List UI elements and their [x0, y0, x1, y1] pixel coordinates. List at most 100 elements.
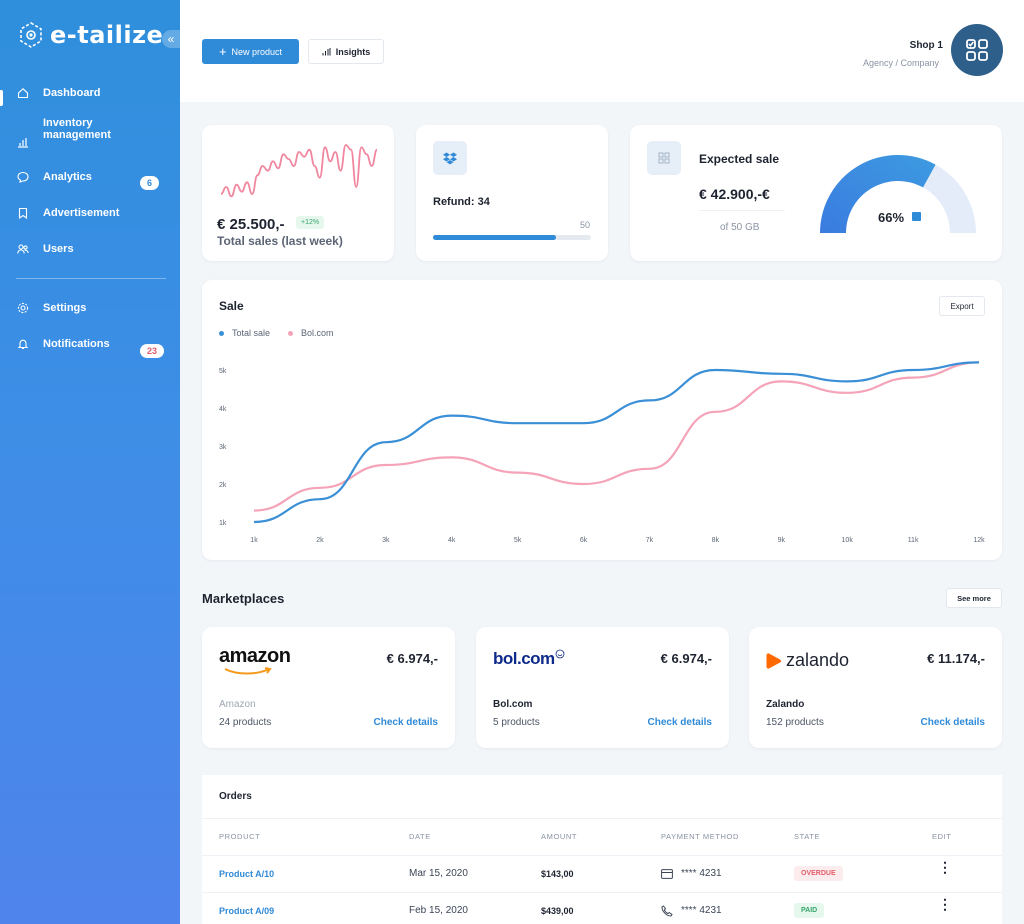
legend-label: Total sale [232, 328, 271, 338]
order-amount: $143,00 [541, 869, 574, 879]
total-sales-label: Total sales (last week) [217, 234, 343, 248]
expected-percent-swatch [912, 212, 921, 221]
x-tick-label: 11k [908, 537, 919, 544]
x-tick-label: 9k [778, 537, 786, 544]
check-details-link[interactable]: Check details [373, 717, 438, 728]
product-link[interactable]: Product A/10 [219, 869, 275, 879]
row-divider [202, 892, 1002, 893]
check-details-link[interactable]: Check details [647, 717, 712, 728]
payment-method: **** 4231 [681, 905, 722, 916]
collapse-sidebar-button[interactable]: « [162, 30, 180, 48]
series-line-total-sale [253, 361, 980, 524]
legend-bol[interactable]: Bol.com [288, 328, 334, 338]
marketplace-price: € 6.974,- [660, 651, 712, 666]
marketplace-name: Amazon [219, 699, 256, 710]
double-chevron-left-icon: « [167, 32, 175, 46]
sparkline-path [220, 144, 378, 198]
x-tick-label: 4k [448, 537, 456, 544]
bol-logo: bol.com [493, 649, 565, 669]
expected-sale-value: € 42.900,-€ [699, 186, 770, 202]
plus-icon: + [218, 43, 227, 59]
orders-panel: Orders [202, 775, 1002, 924]
col-header-date: DATE [409, 832, 431, 841]
row-divider [202, 855, 1002, 856]
payment-method: **** 4231 [681, 868, 722, 879]
marketplace-card-bol: bol.com € 6.974,- Bol.com 5 products Che… [476, 627, 729, 748]
logo[interactable]: e-tailize [16, 20, 163, 50]
divider [699, 210, 785, 211]
sidebar: e-tailize « Dashboard Inventory manageme… [0, 0, 180, 924]
amazon-logo: amazon [219, 645, 291, 675]
state-badge: PAID [794, 903, 825, 918]
new-product-button[interactable]: + New product [202, 39, 299, 64]
marketplace-products: 5 products [493, 717, 540, 728]
home-icon [17, 88, 29, 99]
chat-bubble-icon [17, 171, 29, 183]
legend-dot [288, 330, 293, 336]
legend-total-sale[interactable]: Total sale [219, 328, 270, 338]
refund-progress-fill [433, 235, 557, 240]
x-tick-label: 2k [316, 537, 324, 544]
expected-sale-card: Expected sale € 42.900,-€ of 50 GB 66% [630, 125, 1002, 261]
refund-label: Refund: 34 [433, 196, 490, 208]
y-tick-label: 2k [219, 482, 227, 489]
sidebar-item-label: Notifications [43, 338, 110, 350]
grid-icon [658, 152, 670, 164]
avatar[interactable] [951, 24, 1003, 76]
legend-dot [219, 330, 224, 336]
y-tick-label: 5k [219, 368, 227, 375]
active-indicator [0, 90, 3, 106]
marketplace-price: € 6.974,- [386, 651, 438, 666]
more-options-icon[interactable]: ⋮ [938, 897, 952, 911]
refund-card: Refund: 34 50 [416, 125, 608, 261]
x-tick-label: 10k [842, 537, 854, 544]
grid-icon-tile [647, 141, 681, 175]
export-button[interactable]: Export [939, 296, 985, 316]
see-more-button[interactable]: See more [946, 588, 1002, 608]
refund-max: 50 [579, 220, 590, 230]
series-line-bol-com [253, 361, 980, 512]
orders-title: Orders [219, 791, 252, 802]
sidebar-divider [16, 278, 166, 279]
amazon-smile-icon [224, 667, 272, 675]
apps-grid-icon [966, 39, 988, 61]
sidebar-item-label: Users [43, 243, 74, 255]
legend-label: Bol.com [301, 328, 334, 338]
marketplaces-title: Marketplaces [202, 591, 285, 606]
insights-button[interactable]: Insights [308, 39, 384, 64]
sale-line-chart: 1k 2k 3k 4k 5k 1k 2k 3k 4k 5k 6k 7k 8k 9k 10k 11k 12k [219, 361, 985, 544]
y-tick-label: 1k [219, 520, 227, 527]
x-tick-label: 7k [646, 537, 654, 544]
shop-name: Shop 1 [909, 40, 943, 51]
phone-icon [661, 905, 673, 917]
check-details-link[interactable]: Check details [920, 717, 985, 728]
credit-card-icon [661, 869, 673, 879]
x-tick-label: 8k [712, 537, 720, 544]
x-tick-label: 1k [250, 537, 258, 544]
zalando-logo-text: zalando [786, 650, 850, 670]
insights-label: Insights [335, 46, 371, 57]
more-options-icon[interactable]: ⋮ [938, 860, 952, 874]
order-amount: $439,00 [541, 906, 574, 916]
expected-sale-gauge [820, 155, 976, 233]
bol-logo-text: bol.com [493, 649, 555, 668]
marketplace-products: 24 products [219, 717, 272, 728]
x-tick-label: 5k [514, 537, 522, 544]
expected-sale-sub: of 50 GB [720, 222, 760, 233]
notifications-badge: 23 [140, 344, 165, 358]
dropbox-icon-tile [433, 141, 467, 175]
zalando-logo: zalando [766, 650, 849, 671]
x-tick-label: 3k [382, 537, 390, 544]
bar-chart-icon [322, 48, 331, 56]
total-sales-change: +12% [296, 216, 325, 229]
gauge-fill [820, 155, 936, 233]
order-date: Mar 15, 2020 [409, 868, 468, 879]
bol-smile-icon [555, 649, 565, 659]
marketplace-price: € 11.174,- [927, 651, 985, 666]
shop-subtitle: Agency / Company [862, 58, 939, 68]
refund-progress-bar [433, 235, 591, 240]
bookmark-icon [18, 207, 28, 219]
product-link[interactable]: Product A/09 [219, 906, 275, 916]
expected-sale-title: Expected sale [699, 152, 780, 166]
marketplace-products: 152 products [766, 717, 824, 728]
